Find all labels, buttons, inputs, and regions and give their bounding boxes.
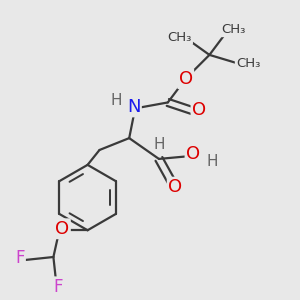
Text: O: O	[55, 220, 69, 238]
Text: CH₃: CH₃	[236, 57, 260, 70]
Text: O: O	[192, 101, 206, 119]
Text: F: F	[15, 250, 25, 268]
Text: O: O	[168, 178, 182, 196]
Text: CH₃: CH₃	[167, 31, 192, 44]
Text: CH₃: CH₃	[221, 23, 245, 36]
Text: H: H	[110, 94, 122, 109]
Text: H: H	[153, 136, 165, 152]
Text: F: F	[53, 278, 63, 296]
Text: H: H	[207, 154, 218, 169]
Text: N: N	[127, 98, 140, 116]
Text: O: O	[178, 70, 193, 88]
Text: O: O	[186, 146, 200, 164]
